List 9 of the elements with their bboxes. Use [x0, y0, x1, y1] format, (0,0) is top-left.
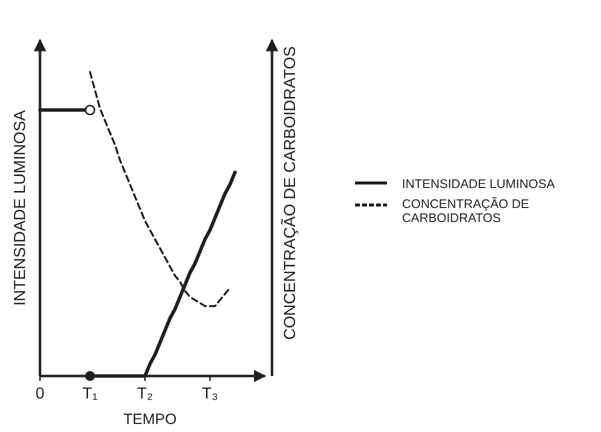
x-tick-label: T₃: [202, 385, 218, 402]
x-tick-label: T₁: [82, 385, 98, 402]
x-axis-title: TEMPO: [123, 411, 177, 428]
x-tick-label: T₂: [137, 385, 153, 402]
legend-label: CONCENTRAÇÃO DE CARBOIDRATOS: [402, 197, 530, 225]
x-tick-label: 0: [36, 385, 45, 402]
y2-axis-title: CONCENTRAÇÃO DE CARBOIDRATOS: [280, 46, 299, 340]
y-axis-title: INTENSIDADE LUMINOSA: [12, 110, 29, 306]
legend-label: INTENSIDADE LUMINOSA: [402, 177, 556, 191]
